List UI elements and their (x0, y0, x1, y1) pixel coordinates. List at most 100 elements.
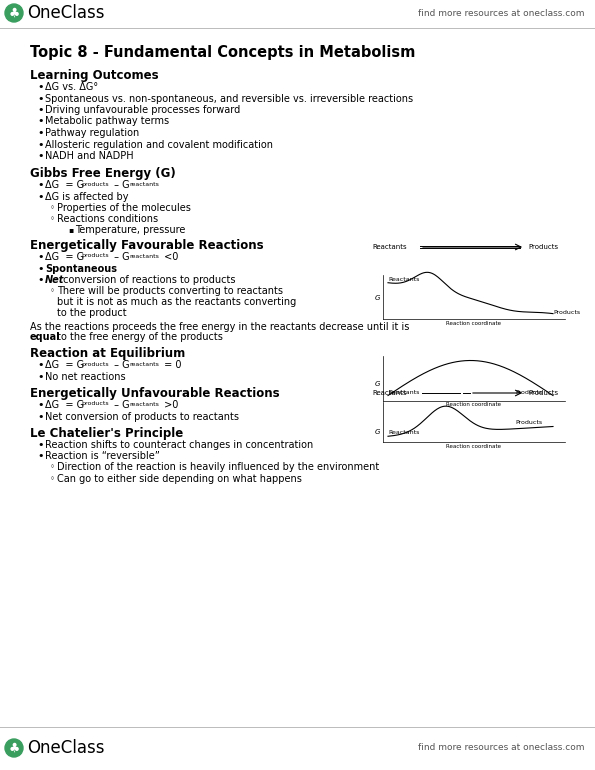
Text: Driving unfavourable processes forward: Driving unfavourable processes forward (45, 105, 240, 115)
Text: ΔG is affected by: ΔG is affected by (45, 192, 129, 202)
Text: Metabolic pathway terms: Metabolic pathway terms (45, 116, 169, 126)
Text: •: • (37, 180, 43, 190)
Text: Temperature, pressure: Temperature, pressure (75, 225, 186, 235)
Text: NADH and NADPH: NADH and NADPH (45, 151, 134, 161)
Text: Products: Products (553, 310, 580, 316)
Text: Products: Products (515, 390, 542, 394)
Text: ΔG vs. ΔG°: ΔG vs. ΔG° (45, 82, 98, 92)
Text: •: • (37, 128, 43, 138)
Text: Spontaneous vs. non-spontaneous, and reversible vs. irreversible reactions: Spontaneous vs. non-spontaneous, and rev… (45, 93, 413, 103)
Text: Gibbs Free Energy (G): Gibbs Free Energy (G) (30, 168, 176, 180)
Text: ♣: ♣ (8, 6, 20, 19)
Text: •: • (37, 360, 43, 370)
Text: ΔG  = G: ΔG = G (45, 360, 84, 370)
Text: conversion of reactions to products: conversion of reactions to products (60, 275, 236, 285)
Text: •: • (37, 451, 43, 461)
Text: No net reactions: No net reactions (45, 372, 126, 382)
Text: •: • (37, 252, 43, 262)
Text: •: • (37, 192, 43, 202)
Text: Reactants: Reactants (388, 390, 419, 394)
Text: Le Chatelier's Principle: Le Chatelier's Principle (30, 427, 183, 440)
Text: to the free energy of the products: to the free energy of the products (54, 333, 223, 343)
Text: •: • (37, 82, 43, 92)
Text: •: • (37, 411, 43, 421)
Text: reactants: reactants (129, 253, 159, 259)
Text: Energetically Unfavourable Reactions: Energetically Unfavourable Reactions (30, 387, 280, 400)
Text: products: products (81, 362, 109, 367)
Text: •: • (37, 372, 43, 382)
Text: Energetically Favourable Reactions: Energetically Favourable Reactions (30, 239, 264, 252)
Text: •: • (37, 139, 43, 149)
Text: •: • (37, 275, 43, 285)
Text: OneClass: OneClass (27, 739, 105, 757)
Text: Reaction coordinate: Reaction coordinate (446, 403, 502, 407)
Text: Learning Outcomes: Learning Outcomes (30, 69, 159, 82)
Text: As the reactions proceeds the free energy in the reactants decrease until it is: As the reactions proceeds the free energ… (30, 322, 409, 332)
Text: Reactants: Reactants (388, 430, 419, 436)
Text: Reaction coordinate: Reaction coordinate (446, 321, 502, 326)
Text: •: • (37, 116, 43, 126)
Text: •: • (37, 440, 43, 450)
Text: Spontaneous: Spontaneous (45, 263, 117, 273)
Circle shape (5, 739, 23, 757)
Text: Pathway regulation: Pathway regulation (45, 128, 139, 138)
Text: – G: – G (111, 400, 130, 410)
Text: find more resources at oneclass.com: find more resources at oneclass.com (418, 8, 585, 18)
Text: ◦: ◦ (50, 474, 55, 483)
Text: Reactants: Reactants (388, 277, 419, 282)
Text: ▪: ▪ (68, 225, 73, 234)
Text: reactants: reactants (129, 362, 159, 367)
Text: Reaction is “reversible”: Reaction is “reversible” (45, 451, 160, 461)
Text: Reactants: Reactants (372, 390, 406, 396)
Text: •: • (37, 263, 43, 273)
Text: products: products (81, 182, 109, 187)
Text: ΔG  = G: ΔG = G (45, 252, 84, 262)
Text: Net conversion of products to reactants: Net conversion of products to reactants (45, 411, 239, 421)
Text: – G: – G (111, 360, 130, 370)
Circle shape (5, 4, 23, 22)
Text: Properties of the molecules: Properties of the molecules (57, 203, 191, 213)
Text: Can go to either side depending on what happens: Can go to either side depending on what … (57, 474, 302, 484)
Text: ◦: ◦ (50, 203, 55, 212)
Text: Direction of the reaction is heavily influenced by the environment: Direction of the reaction is heavily inf… (57, 463, 379, 473)
Text: •: • (37, 400, 43, 410)
Text: >0: >0 (161, 400, 178, 410)
Text: G: G (375, 295, 380, 301)
Text: Net: Net (45, 275, 64, 285)
Text: Reaction at Equilibrium: Reaction at Equilibrium (30, 347, 185, 360)
Text: – G: – G (111, 180, 130, 190)
Text: to the product: to the product (57, 307, 127, 317)
Text: Allosteric regulation and covalent modification: Allosteric regulation and covalent modif… (45, 139, 273, 149)
Text: reactants: reactants (129, 182, 159, 187)
Text: reactants: reactants (129, 401, 159, 407)
Text: •: • (37, 93, 43, 103)
Text: Topic 8 - Fundamental Concepts in Metabolism: Topic 8 - Fundamental Concepts in Metabo… (30, 45, 415, 60)
Text: There will be products converting to reactants: There will be products converting to rea… (57, 286, 283, 296)
Text: Reaction coordinate: Reaction coordinate (446, 444, 502, 448)
Text: OneClass: OneClass (27, 4, 105, 22)
Text: Products: Products (528, 390, 558, 396)
Text: Reactants: Reactants (372, 244, 406, 250)
Text: ◦: ◦ (50, 463, 55, 471)
Text: Products: Products (515, 420, 542, 426)
Text: ◦: ◦ (50, 214, 55, 223)
Text: Reaction shifts to counteract changes in concentration: Reaction shifts to counteract changes in… (45, 440, 313, 450)
Text: Reactions conditions: Reactions conditions (57, 214, 158, 224)
Text: – G: – G (111, 252, 130, 262)
Text: = 0: = 0 (161, 360, 181, 370)
Text: products: products (81, 253, 109, 259)
Text: <0: <0 (161, 252, 178, 262)
Text: G: G (375, 428, 380, 434)
Text: Products: Products (528, 244, 558, 250)
Text: equal: equal (30, 333, 61, 343)
Text: ◦: ◦ (50, 286, 55, 296)
Text: products: products (81, 401, 109, 407)
Text: ΔG  = G: ΔG = G (45, 180, 84, 190)
Text: •: • (37, 151, 43, 161)
Text: but it is not as much as the reactants converting: but it is not as much as the reactants c… (57, 297, 296, 307)
Text: •: • (37, 105, 43, 115)
Text: G: G (375, 380, 380, 387)
Text: ΔG  = G: ΔG = G (45, 400, 84, 410)
Text: ♣: ♣ (8, 742, 20, 755)
Text: find more resources at oneclass.com: find more resources at oneclass.com (418, 744, 585, 752)
